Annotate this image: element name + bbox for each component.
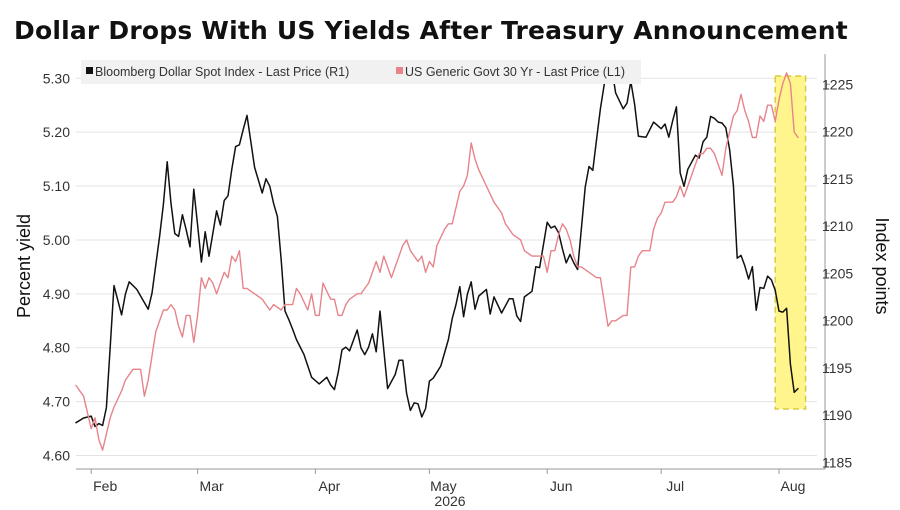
right-tick-label-4: 1205 (822, 265, 853, 281)
axes-layer (76, 54, 826, 470)
right-tick-label-6: 1215 (822, 171, 853, 187)
right-tick-label-2: 1195 (822, 360, 852, 376)
left-tick-label-7: 5.30 (43, 70, 70, 86)
series-line-dollar-index (75, 59, 799, 428)
right-axis-title: Index points (872, 217, 892, 314)
x-tick-label-apr: Apr (319, 478, 341, 494)
left-axis-ticks: 4.60 4.70 4.80 4.90 5.00 5.10 5.20 5.30 (43, 70, 70, 463)
left-tick-label-3: 4.90 (43, 286, 70, 302)
series-line-30yr-yield (75, 72, 799, 451)
x-tick-label-jun: Jun (550, 478, 573, 494)
legend-label-dollar-index: Bloomberg Dollar Spot Index - Last Price… (95, 65, 349, 79)
left-tick-label-0: 4.60 (43, 448, 70, 464)
legend-box (81, 60, 641, 84)
legend-swatch-30yr-yield (396, 67, 403, 74)
legend-label-30yr-yield: US Generic Govt 30 Yr - Last Price (L1) (405, 65, 625, 79)
x-tick-label-mar: Mar (200, 478, 224, 494)
right-tick-label-5: 1210 (822, 218, 853, 234)
chart-title: Dollar Drops With US Yields After Treasu… (14, 16, 848, 45)
right-tick-label-1: 1190 (822, 407, 852, 423)
right-tick-label-7: 1220 (822, 124, 853, 140)
left-tick-label-4: 5.00 (43, 232, 70, 248)
left-tick-label-6: 5.20 (43, 124, 70, 140)
right-tick-label-0: 1185 (822, 454, 852, 470)
left-axis-title: Percent yield (14, 214, 34, 318)
right-axis-ticks: 1185 1190 1195 1200 1205 1210 1215 1220 1225 (822, 76, 853, 470)
left-tick-label-2: 4.80 (43, 340, 70, 356)
series-layer (75, 59, 799, 451)
x-axis-year-label: 2026 (434, 493, 465, 509)
right-tick-label-3: 1200 (822, 313, 853, 329)
right-tick-label-8: 1225 (822, 76, 853, 92)
legend: Bloomberg Dollar Spot Index - Last Price… (81, 60, 641, 84)
left-tick-label-1: 4.70 (43, 394, 70, 410)
x-tick-label-jul: Jul (666, 478, 684, 494)
plot-background (76, 54, 817, 502)
x-tick-label-feb: Feb (93, 478, 117, 494)
x-axis-ticks: Feb Mar Apr May Jun Jul Aug (90, 469, 806, 494)
left-tick-label-5: 5.10 (43, 178, 70, 194)
x-tick-label-may: May (430, 478, 456, 494)
legend-swatch-dollar-index (86, 67, 93, 74)
x-tick-label-aug: Aug (781, 478, 806, 494)
